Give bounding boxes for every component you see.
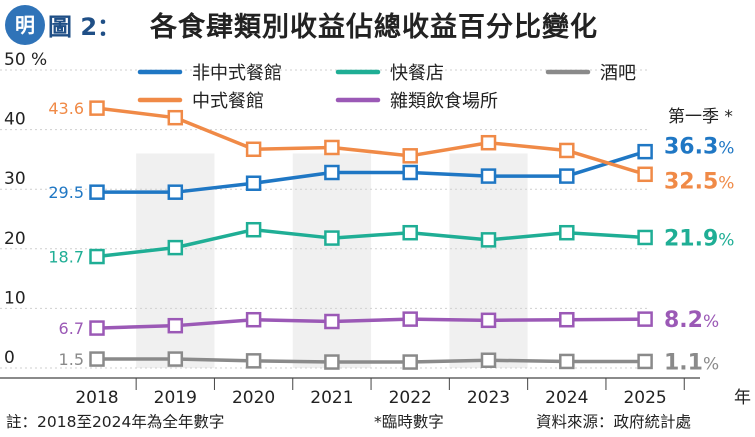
legend-label: 中式餐館	[192, 91, 264, 112]
data-point	[89, 320, 105, 336]
source-note: 資料來源：政府統計處	[536, 413, 692, 431]
year-bands	[136, 153, 528, 368]
chart-header: 明 圖 2： 各食肆類別收益佔總收益百分比變化	[0, 0, 755, 50]
last-value-label: 1.1%	[664, 350, 719, 375]
legend-label: 非中式餐館	[192, 63, 282, 84]
chart-title: 各食肆類別收益佔總收益百分比變化	[150, 12, 598, 43]
data-point	[245, 175, 262, 191]
data-point	[89, 351, 105, 367]
data-point	[324, 139, 340, 156]
first-value-label: 1.5	[59, 350, 84, 369]
x-tick-label: 2022	[389, 388, 432, 407]
data-point	[167, 317, 184, 334]
x-axis: 2018 2019 2020 2021 2022 2023 2024 2025 年	[0, 377, 751, 407]
data-point	[324, 354, 340, 370]
data-point	[245, 311, 262, 328]
series-line	[96, 106, 646, 176]
x-tick-label: 2018	[75, 388, 118, 407]
x-tick-label: 2023	[467, 388, 510, 407]
data-point	[89, 184, 105, 200]
series-line	[96, 227, 646, 259]
data-point	[480, 312, 497, 329]
data-point	[637, 311, 653, 327]
last-value-label: 8.2%	[664, 308, 719, 333]
first-value-label: 29.5	[48, 183, 84, 202]
x-tick-label: 2019	[154, 388, 197, 407]
y-axis: 0 10 20 30 40 50 %	[4, 50, 47, 368]
data-point	[559, 353, 575, 370]
figure-label: 圖 2：	[48, 13, 122, 41]
footnote: 註：2018至2024年為全年數字	[6, 413, 225, 431]
last-point-note: 第一季 *	[668, 107, 733, 127]
data-point	[167, 351, 184, 367]
x-tick-label: 2020	[232, 388, 275, 407]
data-point	[559, 311, 575, 328]
data-point	[402, 311, 418, 327]
y-tick-label: 0	[4, 348, 15, 368]
chart-footer: 註：2018至2024年為全年數字 *臨時數字 資料來源：政府統計處	[0, 407, 755, 437]
data-point	[480, 352, 497, 369]
data-point	[245, 353, 262, 369]
data-point	[167, 239, 184, 256]
last-value-label: 36.3%	[664, 135, 734, 160]
data-point	[637, 353, 653, 370]
first-value-label: 6.7	[59, 319, 84, 338]
data-point	[89, 248, 105, 265]
data-point	[324, 230, 340, 246]
data-point	[637, 229, 653, 246]
data-point	[480, 232, 497, 248]
data-point	[324, 164, 340, 181]
data-point	[324, 313, 340, 330]
x-tick-label: 2021	[310, 388, 353, 407]
x-unit-label: 年	[734, 388, 751, 407]
data-point	[89, 100, 105, 116]
legend-label: 酒吧	[600, 63, 636, 84]
data-point	[480, 168, 497, 184]
legend-label: 快餐店	[390, 63, 444, 84]
data-point	[637, 166, 653, 183]
data-point	[559, 142, 575, 159]
data-point	[480, 134, 497, 151]
first-value-label: 43.6	[48, 99, 84, 118]
data-labels: 第一季 * 29.5 43.6 18.7 6.7 1.5 36.3% 32.5% 21.9% 8.…	[48, 99, 734, 375]
data-point	[167, 184, 184, 200]
provisional-note: *臨時數字	[374, 413, 444, 431]
data-point	[402, 224, 418, 241]
series-line	[97, 149, 646, 194]
y-tick-label: 10	[4, 288, 26, 308]
series-group	[89, 100, 653, 370]
data-point	[402, 164, 418, 181]
year-band	[292, 153, 372, 368]
series-line	[96, 317, 646, 330]
x-tick-label: 2025	[623, 388, 666, 407]
series-line	[97, 357, 646, 364]
y-tick-label: 50 %	[4, 50, 47, 70]
x-tick-label: 2024	[545, 388, 588, 407]
data-point	[402, 354, 418, 370]
last-value-label: 32.5%	[664, 169, 734, 194]
first-value-label: 18.7	[48, 248, 84, 267]
data-point	[245, 141, 262, 158]
data-point	[245, 221, 262, 238]
y-tick-label: 30	[4, 169, 26, 189]
last-value-label: 21.9%	[664, 226, 734, 251]
year-band	[449, 153, 528, 368]
gridlines	[0, 69, 648, 369]
newspaper-logo: 明	[5, 5, 45, 45]
y-tick-label: 20	[4, 229, 26, 249]
data-point	[402, 148, 418, 164]
data-point	[167, 109, 184, 126]
y-tick-label: 40	[4, 110, 26, 130]
legend-label: 雜類飲食場所	[390, 91, 498, 112]
data-point	[559, 224, 575, 241]
data-point	[559, 168, 575, 184]
data-point	[637, 143, 653, 160]
